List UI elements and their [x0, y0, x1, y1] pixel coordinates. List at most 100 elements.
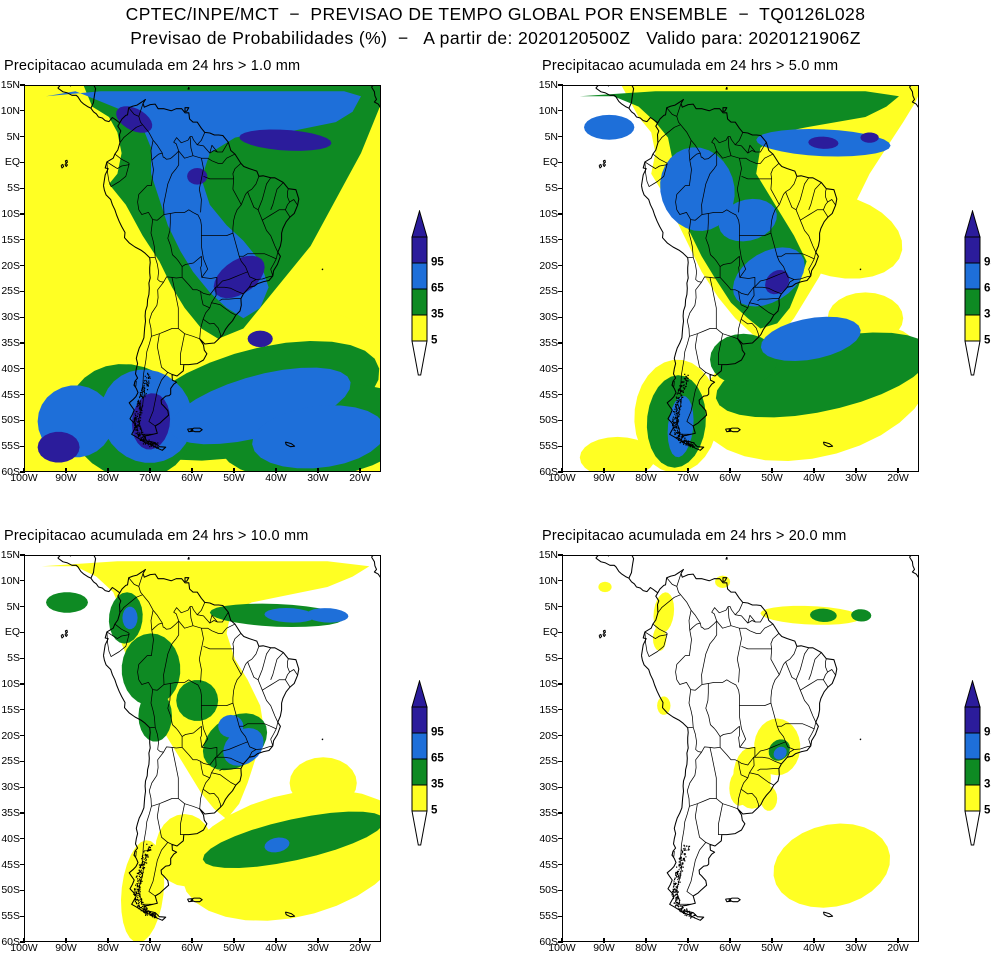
coastline [598, 633, 603, 639]
political-border [128, 107, 139, 117]
y-axis-tick-mark [558, 889, 563, 892]
y-axis-tick-mark [20, 239, 25, 241]
political-border [180, 803, 185, 835]
y-axis-tick-label: 15N [538, 78, 558, 91]
shading-region-level-2 [710, 333, 778, 386]
x-axis-tick-mark [317, 938, 319, 943]
y-axis-tick-label: 15N [538, 548, 558, 561]
map-frame [24, 85, 381, 472]
political-border [666, 577, 677, 587]
colorbar-segment-2 [964, 758, 981, 786]
colorbar-segment-0 [411, 236, 428, 264]
y-axis-tick-label: 10S [1, 207, 20, 220]
political-border [666, 107, 677, 117]
colorbar: 95 65 35 5 [964, 680, 991, 846]
probability-shading-map [41, 556, 380, 941]
map-plot-area[interactable] [562, 85, 919, 472]
colorbar-segment-above-95 [964, 680, 981, 708]
political-border [199, 319, 204, 339]
political-border [694, 803, 711, 845]
colorbar-segment-below-5 [411, 340, 428, 376]
political-border [148, 372, 169, 427]
colorbar-tick-label: 65 [431, 752, 444, 765]
y-axis-tick-mark [558, 84, 563, 86]
x-axis-tick-mark [561, 468, 563, 473]
x-axis-tick-mark [107, 468, 109, 473]
y-axis-tick-label: 15S [539, 233, 558, 246]
political-border [287, 658, 290, 673]
coastline [640, 568, 838, 921]
andes-orography-speckle [671, 844, 696, 919]
x-axis-tick-mark [729, 468, 731, 473]
colorbar-segment-1 [411, 262, 428, 290]
shading-region-level-1 [657, 696, 671, 715]
shading-region-level-1 [652, 626, 667, 651]
coastline [64, 162, 68, 168]
y-axis-tick-label: 10S [1, 677, 20, 690]
political-border [738, 756, 754, 766]
x-axis-tick-mark [317, 468, 319, 473]
map-plot-area[interactable] [24, 85, 381, 472]
shading-region-level-2 [715, 332, 918, 418]
political-border [675, 606, 767, 790]
political-border [181, 277, 210, 309]
colorbar-segment-below-5 [964, 810, 981, 846]
x-axis-tick-label: 40W [803, 942, 825, 954]
x-axis-tick-label: 90W [55, 942, 77, 954]
shading-region-level-2 [121, 633, 181, 706]
political-border [740, 318, 760, 338]
political-border [171, 747, 179, 799]
political-border [151, 798, 200, 810]
x-axis-tick-label: 80W [97, 942, 119, 954]
coastline [57, 556, 61, 559]
y-axis-tick-label: 10S [539, 207, 558, 220]
coastline [64, 629, 68, 633]
y-axis-tick-label: 55S [1, 909, 20, 922]
y-axis-tick-mark [558, 135, 563, 138]
political-border [777, 253, 815, 260]
map-plot-area[interactable] [24, 555, 381, 942]
coastline [284, 441, 296, 448]
political-border [644, 153, 668, 169]
x-axis-tick-mark [855, 468, 857, 473]
map-plot-area[interactable] [562, 555, 919, 942]
political-border [150, 610, 154, 631]
y-axis-tick-label: 10N [0, 574, 20, 587]
coastline [69, 86, 97, 109]
y-axis-tick-mark [558, 863, 563, 866]
political-border [151, 328, 200, 340]
political-border [170, 209, 209, 278]
political-border [644, 623, 668, 639]
x-axis-tick-mark [359, 468, 361, 473]
political-border [734, 602, 744, 616]
coastline-layer [57, 86, 380, 451]
y-axis-tick-mark [20, 605, 25, 608]
colorbar-shape [411, 680, 428, 846]
figure-title-line2: Previsao de Probabilidades (%) − A parti… [130, 28, 861, 48]
coastline [64, 159, 68, 163]
x-axis-tick-label: 70W [139, 942, 161, 954]
shading-layer [598, 575, 890, 908]
x-axis-tick-label: 50W [761, 472, 783, 484]
panel-title: Precipitacao acumulada em 24 hrs > 10.0 … [4, 528, 309, 544]
political-border [694, 333, 711, 375]
shading-layer [41, 561, 380, 941]
political-border [676, 573, 701, 624]
political-border [747, 144, 756, 154]
political-border [215, 756, 244, 765]
shading-region-level-2 [202, 811, 380, 868]
political-border [719, 747, 748, 779]
y-axis-tick-mark [558, 683, 563, 685]
political-border [800, 679, 829, 691]
y-axis-tick-mark [20, 760, 25, 763]
political-border [786, 279, 795, 288]
y-axis-tick-mark [20, 915, 25, 917]
y-axis-tick-mark [558, 915, 563, 917]
colorbar-tick-label: 95 [984, 726, 991, 739]
y-axis-tick-label: 15S [1, 703, 20, 716]
coastline [728, 897, 741, 903]
colorbar-tick-label: 35 [984, 778, 991, 791]
political-border [181, 747, 210, 779]
y-axis-tick-mark [20, 838, 25, 840]
political-border [201, 661, 248, 706]
